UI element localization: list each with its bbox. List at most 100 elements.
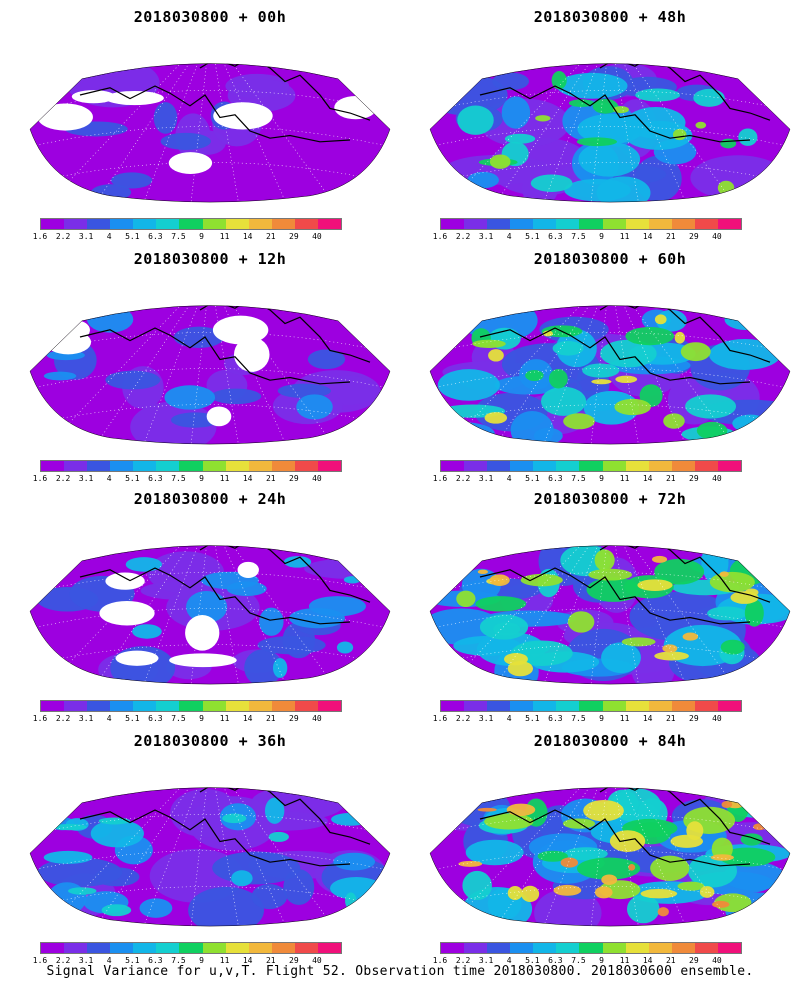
map-boundary [29,305,391,445]
colorbar-tick-label: 14 [242,474,253,483]
colorbar-swatch [487,943,511,953]
variance-contour-region [453,635,522,656]
map-boundary [429,305,791,445]
colorbar-swatch [487,701,511,711]
colorbar-tick-label: 9 [599,956,604,965]
below-threshold-area [105,572,145,590]
variance-contour-region [743,430,763,438]
variance-contour-region [111,172,153,189]
variance-contour-region [37,857,123,887]
variance-contour-region [720,138,737,149]
variance-contour-region [709,571,755,593]
variance-contour-region [614,398,651,416]
colorbar-swatch [602,219,626,229]
colorbar-swatch [271,943,295,953]
variance-contour-region [268,831,289,842]
variance-contour-region [553,884,582,896]
graticule-line [30,572,390,596]
graticule-line [89,305,211,445]
colorbar-tick-label: 14 [642,714,653,723]
colorbar-tick-label: 14 [642,474,653,483]
variance-contour-region [588,568,633,581]
colorbar-tick-label: 5.1 [125,714,140,723]
colorbar-swatch [441,701,465,711]
variance-contour-region [708,339,781,370]
variance-contour-region [173,326,224,348]
colorbar-tick-label: 2.2 [55,956,71,965]
variance-contour-region [693,88,725,107]
variance-contour-region [696,421,728,440]
variance-contour-region [564,847,608,861]
colorbar-tick-label: 6.3 [148,714,163,723]
colorbar-swatch [64,943,88,953]
colorbar-swatch [648,219,672,229]
map-boundary [29,545,391,685]
colorbar [40,942,342,954]
graticule-line [539,787,611,927]
variance-contour-region [621,637,656,647]
variance-contour-region [654,558,705,585]
colorbar-swatch [110,461,134,471]
colorbar-tick-label: 9 [199,474,204,483]
panel-title: 2018030800 + 72h [533,490,687,508]
colorbar-tick-label: 40 [712,956,722,965]
graticule-line [589,305,611,445]
colorbar-tick-label: 21 [665,956,676,965]
graticule-line [139,305,211,445]
colorbar-tick-label: 4 [506,956,512,965]
graticule-line [189,305,211,445]
colorbar-swatch [110,219,134,229]
colorbar-swatch [556,943,580,953]
graticule-line [430,850,790,874]
variance-contour-region [462,870,492,901]
colorbar-tick-label: 1.6 [432,232,448,241]
colorbar-tick-label: 40 [312,714,322,723]
variance-contour-region [582,363,620,378]
colorbar-swatch [179,701,203,711]
colorbar-swatch [487,219,511,229]
colorbar-swatch [625,943,649,953]
graticule-line [539,63,611,203]
graticule-line [489,305,611,445]
colorbar-tick-label: 4 [106,474,112,483]
colorbar-swatch [510,701,534,711]
colorbar-swatch [464,701,488,711]
colorbar-tick-label: 7.5 [171,474,186,483]
colorbar-tick-label: 29 [289,956,299,965]
colorbar-swatch [87,219,111,229]
colorbar-tick-label: 14 [242,232,253,241]
variance-contour-region [259,607,284,636]
colorbar-tick-label: 1.6 [32,714,48,723]
variance-contour-region [583,799,624,822]
variance-contour-region [657,907,669,917]
variance-contour-region [613,106,629,114]
graticule-line [430,644,790,668]
colorbar-swatch [441,943,465,953]
below-threshold-area [237,561,259,578]
colorbar-swatch [441,219,465,229]
colorbar-tick-label: 7.5 [171,232,186,241]
variance-contour-region [210,388,262,405]
variance-contour-region [160,132,211,150]
variance-contour-region [477,569,488,574]
graticule-line [30,162,390,186]
colorbar-tick-label: 9 [599,232,604,241]
graticule-line [30,644,390,668]
variance-contour-region [615,375,638,384]
graticule-line [609,63,641,203]
variance-contour-region [563,413,595,430]
colorbar-tick-label: 21 [265,474,276,483]
below-threshold-area [185,614,220,651]
below-threshold-area [105,91,164,106]
variance-contour-region [493,622,521,636]
variance-contour-region [717,180,735,196]
graticule-line [609,305,641,445]
graticule-line [430,332,790,356]
colorbar-tick-label: 11 [219,474,230,483]
variance-contour-region [264,797,285,824]
graticule-line [89,787,211,927]
colorbar-swatch [694,701,718,711]
colorbar-tick-label: 14 [242,714,253,723]
colorbar-swatch [556,701,580,711]
variance-contour-region [272,658,288,678]
